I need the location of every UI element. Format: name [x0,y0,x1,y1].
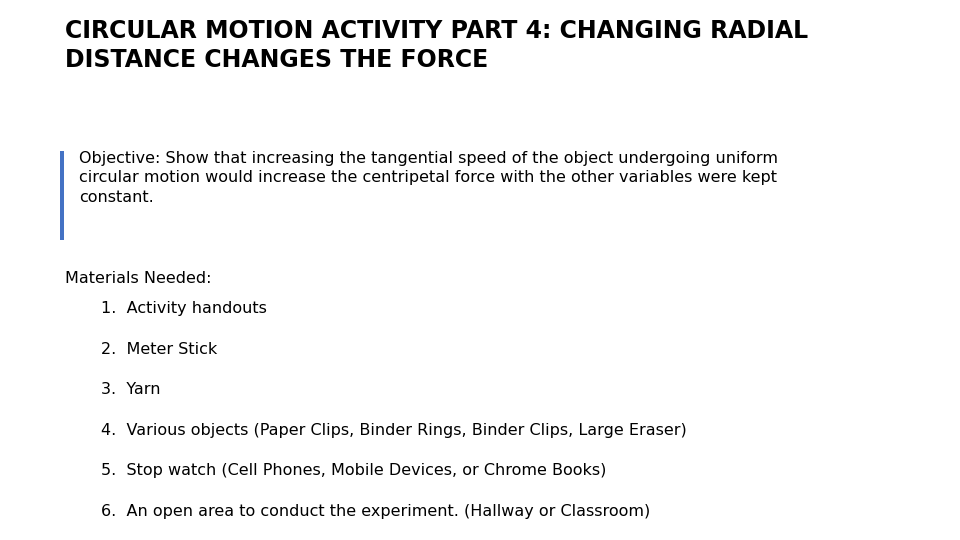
Text: 2.  Meter Stick: 2. Meter Stick [101,342,217,357]
Text: 6.  An open area to conduct the experiment. (Hallway or Classroom): 6. An open area to conduct the experimen… [101,504,650,519]
FancyBboxPatch shape [60,151,64,240]
Text: 1.  Activity handouts: 1. Activity handouts [101,301,267,316]
Text: 4.  Various objects (Paper Clips, Binder Rings, Binder Clips, Large Eraser): 4. Various objects (Paper Clips, Binder … [101,423,686,438]
Text: 5.  Stop watch (Cell Phones, Mobile Devices, or Chrome Books): 5. Stop watch (Cell Phones, Mobile Devic… [101,463,606,478]
Text: CIRCULAR MOTION ACTIVITY PART 4: CHANGING RADIAL
DISTANCE CHANGES THE FORCE: CIRCULAR MOTION ACTIVITY PART 4: CHANGIN… [65,19,808,72]
Text: Materials Needed:: Materials Needed: [65,271,212,286]
Text: Objective: Show that increasing the tangential speed of the object undergoing un: Objective: Show that increasing the tang… [79,151,778,205]
Text: 3.  Yarn: 3. Yarn [101,382,160,397]
